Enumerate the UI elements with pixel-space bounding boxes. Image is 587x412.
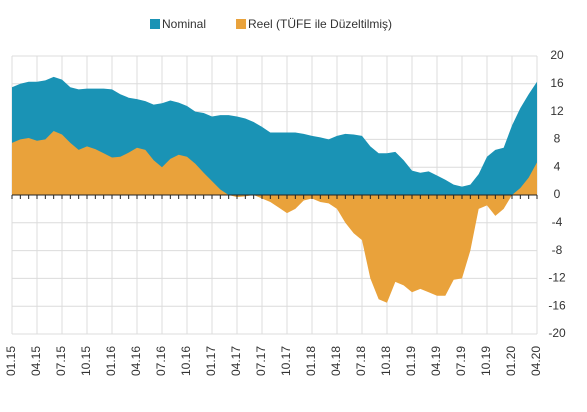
x-tick-label: 07.16 [154,346,168,376]
x-tick-label: 07.19 [454,346,468,376]
x-tick-label: 01.20 [504,346,518,376]
x-tick-label: 10.16 [179,346,193,376]
y-tick-label: 8 [554,132,561,146]
legend-label: Reel (TÜFE ile Düzeltilmiş) [248,17,392,31]
y-tick-label: -16 [548,298,566,312]
x-tick-label: 10.15 [79,346,93,376]
y-tick-label: 0 [554,187,561,201]
x-tick-label: 01.19 [404,346,418,376]
area [12,131,537,303]
legend-swatch [236,19,247,29]
x-tick-label: 01.15 [4,346,18,376]
legend-swatch [150,19,160,29]
x-tick-label: 10.19 [479,346,493,376]
x-tick-label: 01.17 [204,346,218,376]
x-tick-label: 04.16 [129,346,143,376]
x-tick-label: 01.18 [304,346,318,376]
legend-label: Nominal [162,17,206,31]
x-tick-label: 07.17 [254,346,268,376]
y-tick-label: -8 [552,243,563,257]
x-tick-label: 07.18 [354,346,368,376]
x-tick-label: 04.17 [229,346,243,376]
y-tick-label: -20 [548,326,566,340]
x-tick-label: 10.17 [279,346,293,376]
y-tick-label: 20 [550,48,564,62]
x-tick-label: 04.15 [29,346,43,376]
y-tick-label: -12 [548,271,566,285]
x-tick-label: 10.18 [379,346,393,376]
x-tick-label: 04.19 [429,346,443,376]
x-tick-label: 07.15 [54,346,68,376]
x-tick-label: 01.16 [104,346,118,376]
y-tick-label: 16 [550,76,564,90]
y-tick-label: -4 [552,215,563,229]
x-tick-label: 04.18 [329,346,343,376]
y-tick-label: 12 [550,104,564,118]
y-tick-label: 4 [554,159,561,173]
x-tick-label: 04.20 [529,346,543,376]
